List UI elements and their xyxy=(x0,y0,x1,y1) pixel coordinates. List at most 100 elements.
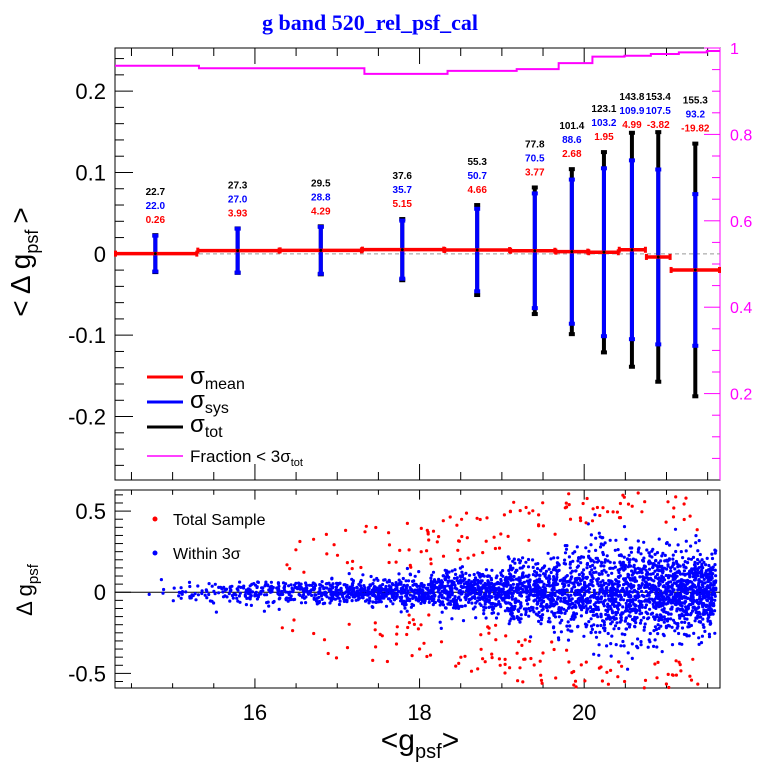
scatter-point-within xyxy=(707,563,711,568)
scatter-point-within xyxy=(539,569,543,573)
scatter-point-within xyxy=(528,580,532,584)
scatter-point-total xyxy=(565,648,569,652)
scatter-point-within xyxy=(304,601,308,605)
scatter-point-within xyxy=(593,591,597,595)
scatter-point-within xyxy=(499,595,503,599)
scatter-point-within xyxy=(494,616,499,620)
scatter-point-within xyxy=(287,592,291,597)
scatter-point-within xyxy=(621,639,625,644)
scatter-point-within xyxy=(455,576,459,580)
scatter-point-within xyxy=(551,591,555,595)
scatter-point-within xyxy=(358,580,363,584)
sys-value-label: 27.0 xyxy=(228,194,248,205)
scatter-point-within xyxy=(535,567,540,571)
scatter-point-total xyxy=(597,666,602,670)
scatter-point-within xyxy=(638,621,643,625)
scatter-point-within xyxy=(670,605,674,609)
scatter-point-within xyxy=(707,635,712,639)
scatter-point-within xyxy=(607,615,612,619)
scatter-point-within xyxy=(599,623,603,628)
mean-bin-edge xyxy=(114,250,117,257)
scatter-point-within xyxy=(588,557,592,561)
scatter-point-total xyxy=(527,511,531,515)
scatter-point-within xyxy=(177,594,181,598)
scatter-point-total xyxy=(486,625,490,629)
scatter-point-within xyxy=(522,564,526,568)
scatter-point-within xyxy=(484,606,488,610)
scatter-point-within xyxy=(280,590,284,594)
scatter-point-within xyxy=(478,575,482,579)
scatter-point-within xyxy=(438,620,442,624)
scatter-point-within xyxy=(698,552,702,557)
scatter-point-within xyxy=(630,656,634,661)
sys-value-label: 109.9 xyxy=(619,106,644,117)
scatter-point-within xyxy=(655,572,660,577)
scatter-point-within xyxy=(342,583,346,587)
tot-error-cap xyxy=(628,364,635,369)
scatter-point-within xyxy=(339,589,343,593)
scatter-point-within xyxy=(556,556,560,560)
scatter-point-total xyxy=(585,496,589,501)
scatter-point-total xyxy=(497,657,501,661)
scatter-point-within xyxy=(417,597,421,601)
scatter-point-within xyxy=(538,593,543,597)
scatter-point-total xyxy=(516,679,520,683)
scatter-point-within xyxy=(627,553,631,557)
scatter-point-within xyxy=(505,606,510,611)
scatter-point-within xyxy=(542,565,546,570)
scatter-point-within xyxy=(327,588,331,593)
scatter-point-within xyxy=(300,595,305,599)
scatter-point-within xyxy=(613,548,617,552)
scatter-point-within xyxy=(632,563,636,567)
scatter-point-within xyxy=(697,642,701,647)
scatter-point-within xyxy=(588,599,593,603)
scatter-point-within xyxy=(704,563,708,567)
scatter-point-total xyxy=(425,549,429,553)
scatter-point-within xyxy=(682,569,687,573)
scatter-point-within xyxy=(529,635,533,639)
scatter-point-within xyxy=(636,547,641,552)
scatter-point-within xyxy=(642,628,646,632)
scatter-point-within xyxy=(696,558,700,562)
scatter-point-within xyxy=(440,589,444,593)
scatter-point-within xyxy=(710,598,714,602)
scatter-point-within xyxy=(392,592,396,597)
scatter-point-within xyxy=(481,596,485,600)
scatter-point-within xyxy=(591,584,595,588)
scatter-point-within xyxy=(533,587,537,591)
scatter-point-within xyxy=(568,562,572,566)
scatter-point-total xyxy=(532,663,536,667)
scatter-point-within xyxy=(702,594,706,599)
scatter-point-within xyxy=(643,565,648,569)
scatter-point-within xyxy=(606,605,610,609)
scatter-point-within xyxy=(568,624,572,628)
scatter-point-within xyxy=(394,583,398,588)
scatter-point-total xyxy=(464,511,469,515)
scatter-point-within xyxy=(675,622,679,626)
scatter-point-within xyxy=(338,599,342,603)
mean-marker xyxy=(475,248,479,252)
scatter-point-total xyxy=(481,551,485,555)
scatter-point-total xyxy=(302,570,306,574)
mean-bin-edge xyxy=(554,248,558,255)
scatter-point-within xyxy=(699,565,704,569)
scatter-point-total xyxy=(572,683,576,687)
scatter-point-within xyxy=(507,557,511,561)
scatter-point-within xyxy=(661,551,665,556)
scatter-point-within xyxy=(250,590,255,594)
scatter-point-within xyxy=(565,624,569,628)
scatter-point-within xyxy=(414,582,418,587)
scatter-point-total xyxy=(292,618,296,622)
scatter-point-within xyxy=(187,580,192,585)
scatter-point-total xyxy=(472,553,476,557)
scatter-point-within xyxy=(420,584,424,588)
scatter-point-within xyxy=(638,608,642,613)
scatter-point-within xyxy=(397,589,401,594)
scatter-point-total xyxy=(492,535,496,539)
scatter-point-within xyxy=(654,559,658,563)
scatter-point-within xyxy=(627,584,631,588)
scatter-point-within xyxy=(573,605,577,609)
scatter-point-within xyxy=(470,601,474,605)
scatter-point-total xyxy=(469,669,474,673)
scatter-point-within xyxy=(663,617,667,621)
